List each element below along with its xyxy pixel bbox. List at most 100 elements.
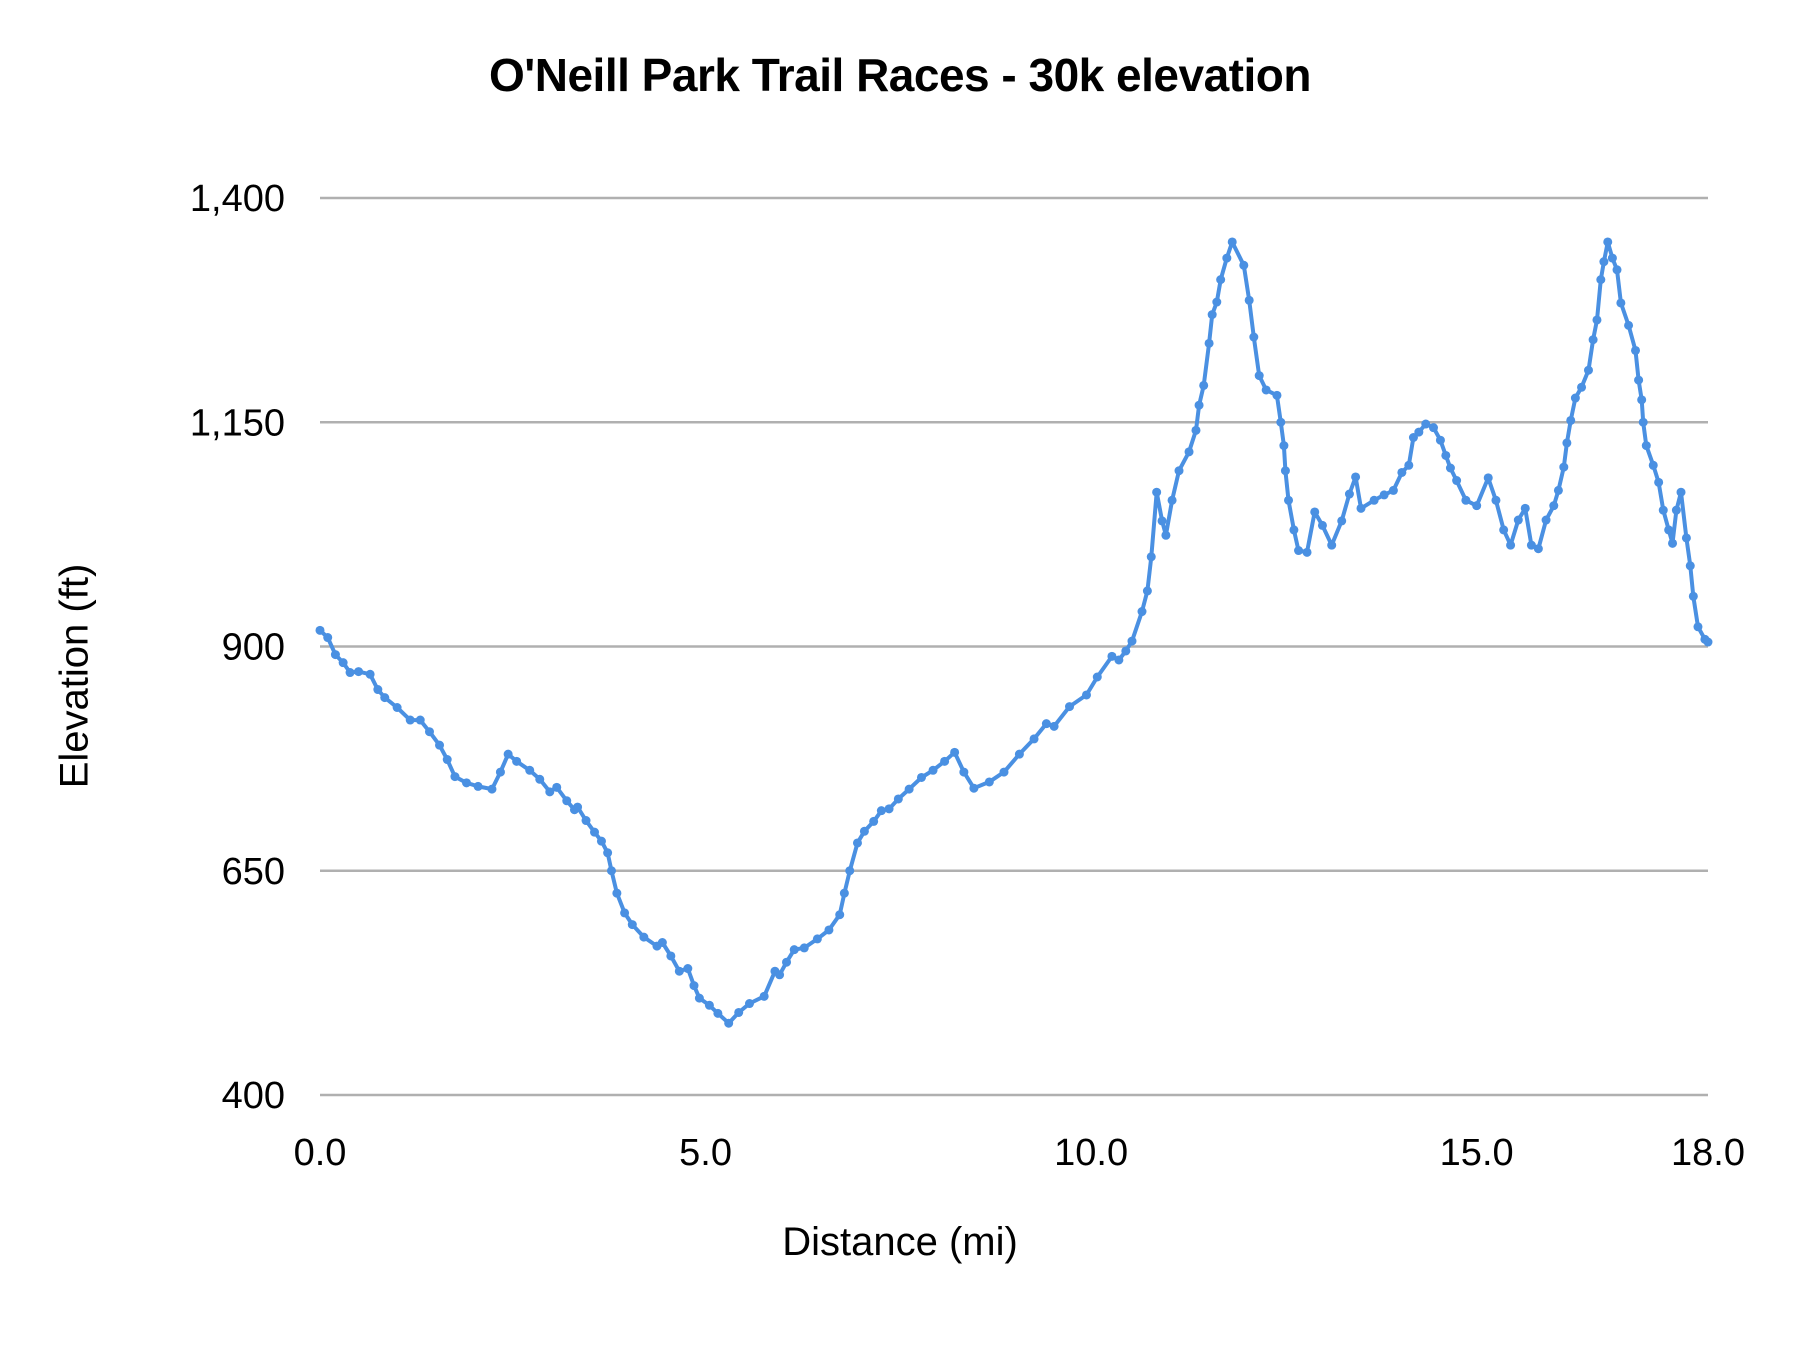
data-point-marker [1506,540,1516,550]
data-point-marker [1452,476,1462,486]
data-point-marker [442,755,452,765]
data-point-marker [1668,538,1678,548]
x-tick-label: 10.0 [1054,1132,1128,1174]
data-point-marker [315,625,325,635]
data-point-marker [1029,734,1039,744]
y-axis-title: Elevation (ft) [52,563,97,789]
data-point-marker [845,866,855,876]
data-point-marker [535,774,545,784]
data-point-marker [1612,265,1622,275]
data-point-marker [1114,655,1124,665]
data-point-marker [345,668,355,678]
data-point-marker [545,787,555,797]
data-point-marker [1337,516,1347,526]
elevation-line [318,240,1710,1026]
data-point-marker [1562,438,1572,448]
data-point-marker [1404,460,1414,470]
data-point-marker [552,782,562,792]
data-point-marker [1276,417,1286,427]
data-point-marker [1344,489,1354,499]
y-tick-label: 1,150 [190,402,285,444]
data-point-marker [1204,338,1214,348]
data-point-marker [606,866,616,876]
data-point-marker [1641,441,1651,451]
y-tick-label: 400 [222,1075,285,1117]
data-point-marker [1414,427,1424,437]
data-point-marker [639,932,649,942]
x-tick-label: 18.0 [1671,1132,1745,1174]
data-point-marker [473,781,483,791]
data-point-marker [323,633,333,643]
data-point-marker [487,784,497,794]
data-point-marker [1472,501,1482,511]
data-point-marker [959,767,969,777]
data-point-marker [330,650,340,660]
data-point-marker [1688,591,1698,601]
x-axis-tick-labels: 0.0 5.0 10.0 15.0 18.0 [294,1132,1745,1174]
chart-title: O'Neill Park Trail Races - 30k elevation [489,49,1311,101]
data-point-marker [1491,495,1501,505]
data-point-marker [1513,515,1523,525]
data-point-marker [1648,460,1658,470]
data-point-marker [1596,275,1606,285]
data-point-marker [884,804,894,814]
data-point-marker [1049,721,1059,731]
data-point-marker [1216,275,1226,285]
data-point-marker [1107,651,1117,661]
data-point-marker [1121,646,1131,656]
data-point-marker [1356,503,1366,513]
data-point-marker [373,685,383,695]
data-point-marker [1249,332,1259,342]
data-point-marker [1658,505,1668,515]
x-tick-label: 5.0 [679,1132,732,1174]
data-point-marker [812,934,822,944]
data-point-marker [1631,345,1641,355]
data-point-marker [1199,380,1209,390]
data-point-marker [1541,515,1551,525]
data-point-marker [1272,390,1282,400]
data-point-marker [1566,415,1576,425]
data-point-marker [1161,530,1171,540]
data-point-marker [876,806,886,816]
data-point-marker [1194,400,1204,410]
data-point-marker [1081,690,1091,700]
data-point-marker [1191,425,1201,435]
data-point-marker [1227,237,1237,247]
data-point-marker [1577,382,1587,392]
data-point-marker [694,993,704,1003]
data-point-marker [1167,495,1177,505]
data-point-marker [1041,719,1051,729]
data-point-marker [689,981,699,991]
horizontal-gridlines [320,196,1708,1097]
data-point-marker [1616,298,1626,308]
data-point-marker [1428,423,1438,433]
y-tick-label: 650 [222,851,285,893]
data-point-marker [1549,501,1559,511]
data-point-marker [1588,335,1598,345]
data-point-marker [859,826,869,836]
data-point-marker [1592,315,1602,325]
x-tick-label: 15.0 [1440,1132,1514,1174]
data-point-marker [620,908,630,918]
data-point-marker [1483,473,1493,483]
data-point-marker [1142,586,1152,596]
data-point-marker [1441,450,1451,460]
data-point-marker [1603,237,1613,247]
data-point-marker [495,767,505,777]
data-point-marker [1388,485,1398,495]
data-point-marker [1397,467,1407,477]
data-point-marker [435,740,445,750]
data-point-marker [1310,507,1320,517]
data-point-marker [759,991,769,1001]
data-point-marker [1137,607,1147,617]
data-point-marker [596,836,606,846]
data-point-marker [824,925,834,935]
data-point-marker [1222,253,1232,263]
data-point-marker [1065,702,1075,712]
data-point-marker [1261,385,1271,395]
data-point-marker [1559,462,1569,472]
data-point-marker [1317,520,1327,530]
data-point-marker [1212,297,1222,307]
data-point-marker [683,964,693,974]
data-point-marker [1284,495,1294,505]
